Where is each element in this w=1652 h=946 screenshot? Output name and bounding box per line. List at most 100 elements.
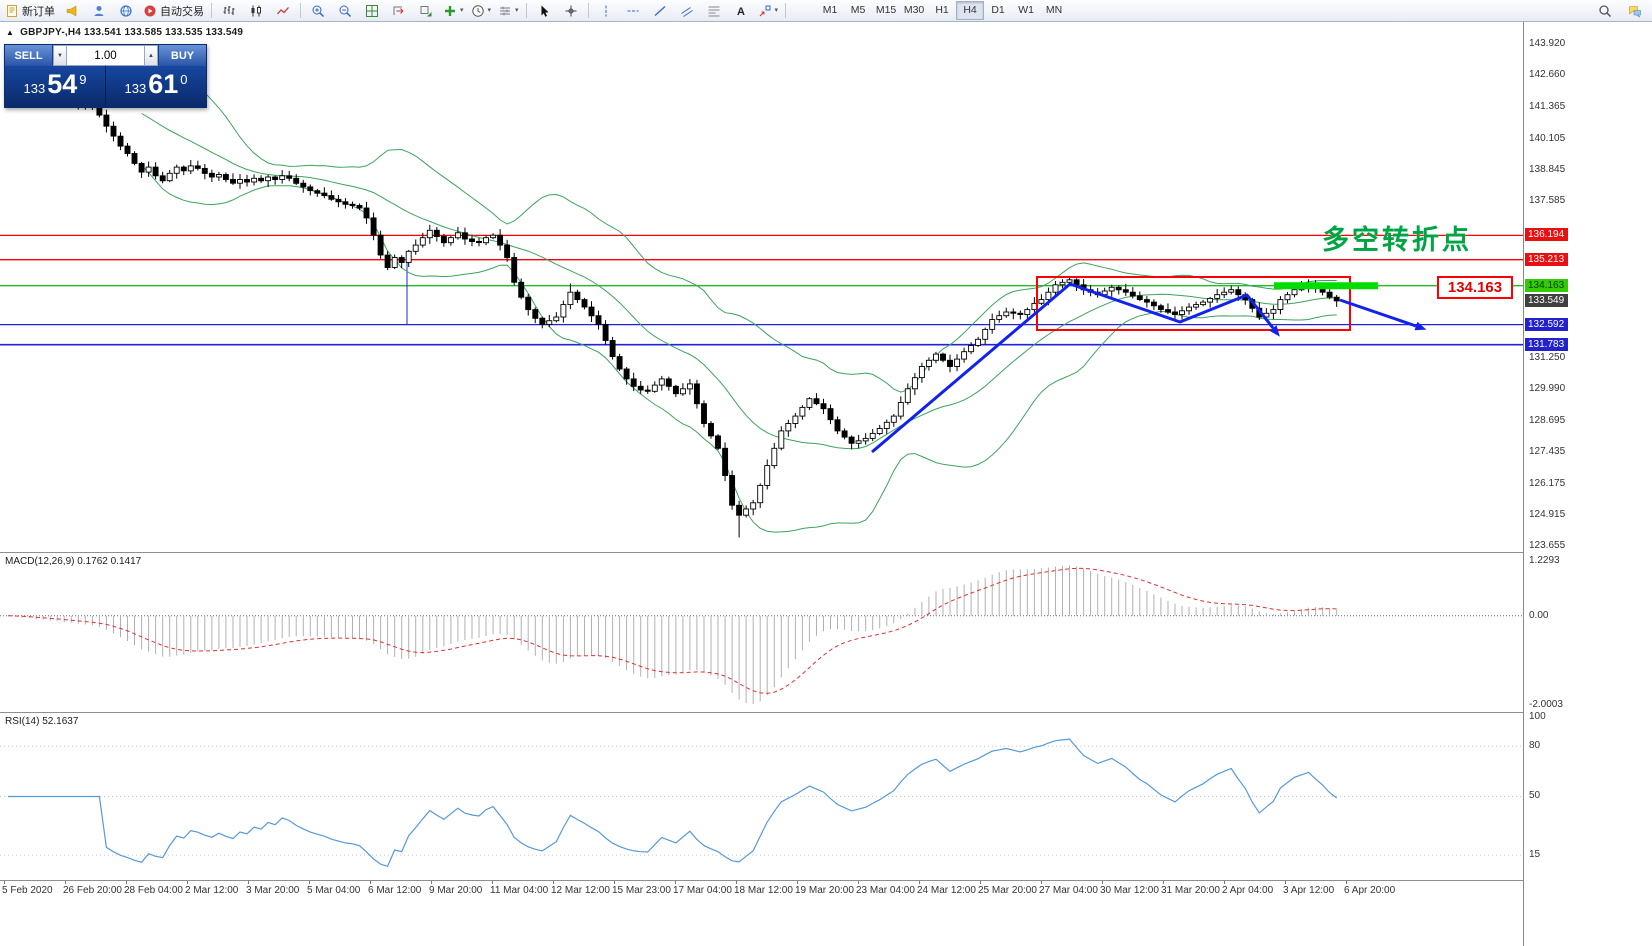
time-tick xyxy=(980,881,981,884)
spinner-down-icon: ▼ xyxy=(57,52,63,59)
timeframe-m30[interactable]: M30 xyxy=(903,4,925,16)
volume-decrease-button[interactable]: ▼ xyxy=(53,45,67,66)
add-indicator-icon xyxy=(443,4,457,18)
toolbar-separator xyxy=(525,3,527,18)
template-icon xyxy=(498,4,512,18)
line-chart-mode-button[interactable] xyxy=(270,2,296,20)
time-tick xyxy=(1102,881,1103,884)
time-label: 24 Mar 12:00 xyxy=(917,885,976,896)
shapes-tool-button[interactable]: ▾ xyxy=(755,2,782,20)
axis-label: 1.2293 xyxy=(1529,555,1560,566)
axis-label: 100 xyxy=(1529,711,1546,722)
time-label: 26 Feb 20:00 xyxy=(63,885,122,896)
candlestick-mode-button[interactable] xyxy=(243,2,269,20)
chart-shift-button[interactable] xyxy=(386,2,412,20)
market-button[interactable] xyxy=(113,2,139,20)
price-axis[interactable]: 143.920 142.660 141.365 140.105 138.845 137.5… xyxy=(1523,22,1652,946)
toolbar-right-group xyxy=(1592,2,1648,20)
sell-price-integer: 133 xyxy=(23,81,46,96)
timeframe-mn[interactable]: MN xyxy=(1045,4,1063,16)
toolbar-separator xyxy=(211,3,212,18)
timeframe-group: M1 M5 M15 M30 H1 H4 D1 W1 MN xyxy=(816,1,1068,20)
panel-divider[interactable] xyxy=(0,712,1652,713)
one-click-trading-widget: SELL ▼ 1.00 ▲ BUY 133 54 9 133 61 0 xyxy=(4,44,207,108)
timeframe-m15[interactable]: M15 xyxy=(875,4,897,16)
volume-increase-button[interactable]: ▲ xyxy=(144,45,158,66)
price-axis-tag: 132.592 xyxy=(1525,317,1569,331)
price-axis-tag: 131.783 xyxy=(1525,337,1569,351)
sell-button[interactable]: SELL xyxy=(5,45,53,66)
fibonacci-tool-button[interactable] xyxy=(701,2,727,20)
toolbar-separator xyxy=(587,3,589,18)
zoom-in-button[interactable] xyxy=(305,2,331,20)
zoom-in-icon xyxy=(311,4,325,18)
price-axis-tag: 133.549 xyxy=(1525,293,1569,307)
time-tick xyxy=(1346,881,1347,884)
time-label: 5 Mar 04:00 xyxy=(307,885,361,896)
axis-label: 143.920 xyxy=(1529,38,1566,49)
crosshair-tool-button[interactable] xyxy=(558,2,584,20)
axis-label: 129.990 xyxy=(1529,383,1566,395)
time-axis[interactable]: 5 Feb 2020 26 Feb 20:00 28 Feb 04:00 2 Mar … xyxy=(0,881,1652,946)
timeframe-h1[interactable]: H1 xyxy=(935,4,949,16)
time-label: 27 Mar 04:00 xyxy=(1039,885,1098,896)
trendline-tool-button[interactable] xyxy=(647,2,673,20)
time-tick xyxy=(4,881,5,884)
channel-tool-button[interactable] xyxy=(674,2,700,20)
channel-icon xyxy=(680,4,694,18)
chevron-down-icon: ▾ xyxy=(515,7,519,14)
sell-price-pips: 54 xyxy=(47,69,78,99)
time-tick xyxy=(309,881,310,884)
community-button[interactable] xyxy=(86,2,112,20)
buy-price-point: 0 xyxy=(180,72,188,87)
timeframe-h4[interactable]: H4 xyxy=(956,1,985,20)
new-order-button[interactable]: 新订单 xyxy=(2,2,58,20)
indicators-button[interactable]: ▾ xyxy=(440,2,467,20)
time-tick xyxy=(1163,881,1164,884)
buy-price-integer: 133 xyxy=(124,81,147,96)
panel-divider[interactable] xyxy=(0,552,1652,553)
time-tick xyxy=(65,881,66,884)
time-tick xyxy=(614,881,615,884)
horizontal-line-tool-button[interactable] xyxy=(620,2,646,20)
vertical-line-tool-button[interactable] xyxy=(593,2,619,20)
volume-input[interactable]: 1.00 xyxy=(67,45,144,66)
auto-scroll-button[interactable] xyxy=(413,2,439,20)
rsi-panel[interactable]: RSI(14) 52.1637 xyxy=(0,713,1523,880)
axis-label: 142.660 xyxy=(1529,69,1566,81)
buy-price-display[interactable]: 133 61 0 xyxy=(106,66,206,107)
cursor-tool-button[interactable] xyxy=(531,2,557,20)
periods-button[interactable]: ▾ xyxy=(468,2,495,20)
price-callout-label: 134.163 xyxy=(1437,276,1513,299)
search-button[interactable] xyxy=(1592,2,1618,20)
axis-label: 131.250 xyxy=(1529,351,1566,363)
sell-price-display[interactable]: 133 54 9 xyxy=(5,66,105,107)
price-chart-panel[interactable]: ▲ GBPJPY-,H4 133.541 133.585 133.535 133… xyxy=(0,22,1523,552)
tile-windows-button[interactable] xyxy=(359,2,385,20)
candlestick-chart[interactable] xyxy=(0,22,1523,557)
autotrade-button[interactable]: 自动交易 xyxy=(140,2,207,20)
timeframe-d1[interactable]: D1 xyxy=(991,4,1005,16)
timeframe-m1[interactable]: M1 xyxy=(822,4,838,16)
chevron-down-icon: ▾ xyxy=(460,7,464,14)
spinner-up-icon: ▲ xyxy=(148,52,154,59)
templates-button[interactable]: ▾ xyxy=(495,2,522,20)
zoom-out-button[interactable] xyxy=(332,2,358,20)
time-label: 31 Mar 20:00 xyxy=(1161,885,1220,896)
timeframe-w1[interactable]: W1 xyxy=(1018,4,1034,16)
chat-button[interactable] xyxy=(1622,2,1648,20)
panel-divider[interactable] xyxy=(0,880,1652,881)
timeframe-m5[interactable]: M5 xyxy=(850,4,866,16)
buy-button[interactable]: BUY xyxy=(158,45,206,66)
axis-label: 127.435 xyxy=(1529,446,1566,458)
new-order-label: 新订单 xyxy=(22,5,55,18)
time-label: 5 Feb 2020 xyxy=(2,885,53,896)
horn-icon xyxy=(65,4,79,18)
user-icon xyxy=(92,4,106,18)
bar-chart-icon xyxy=(222,4,236,18)
bar-chart-mode-button[interactable] xyxy=(216,2,242,20)
text-tool-icon xyxy=(734,4,748,18)
text-tool-button[interactable] xyxy=(728,2,754,20)
alerts-button[interactable] xyxy=(59,2,85,20)
macd-panel[interactable]: MACD(12,26,9) 0.1762 0.1417 xyxy=(0,553,1523,712)
